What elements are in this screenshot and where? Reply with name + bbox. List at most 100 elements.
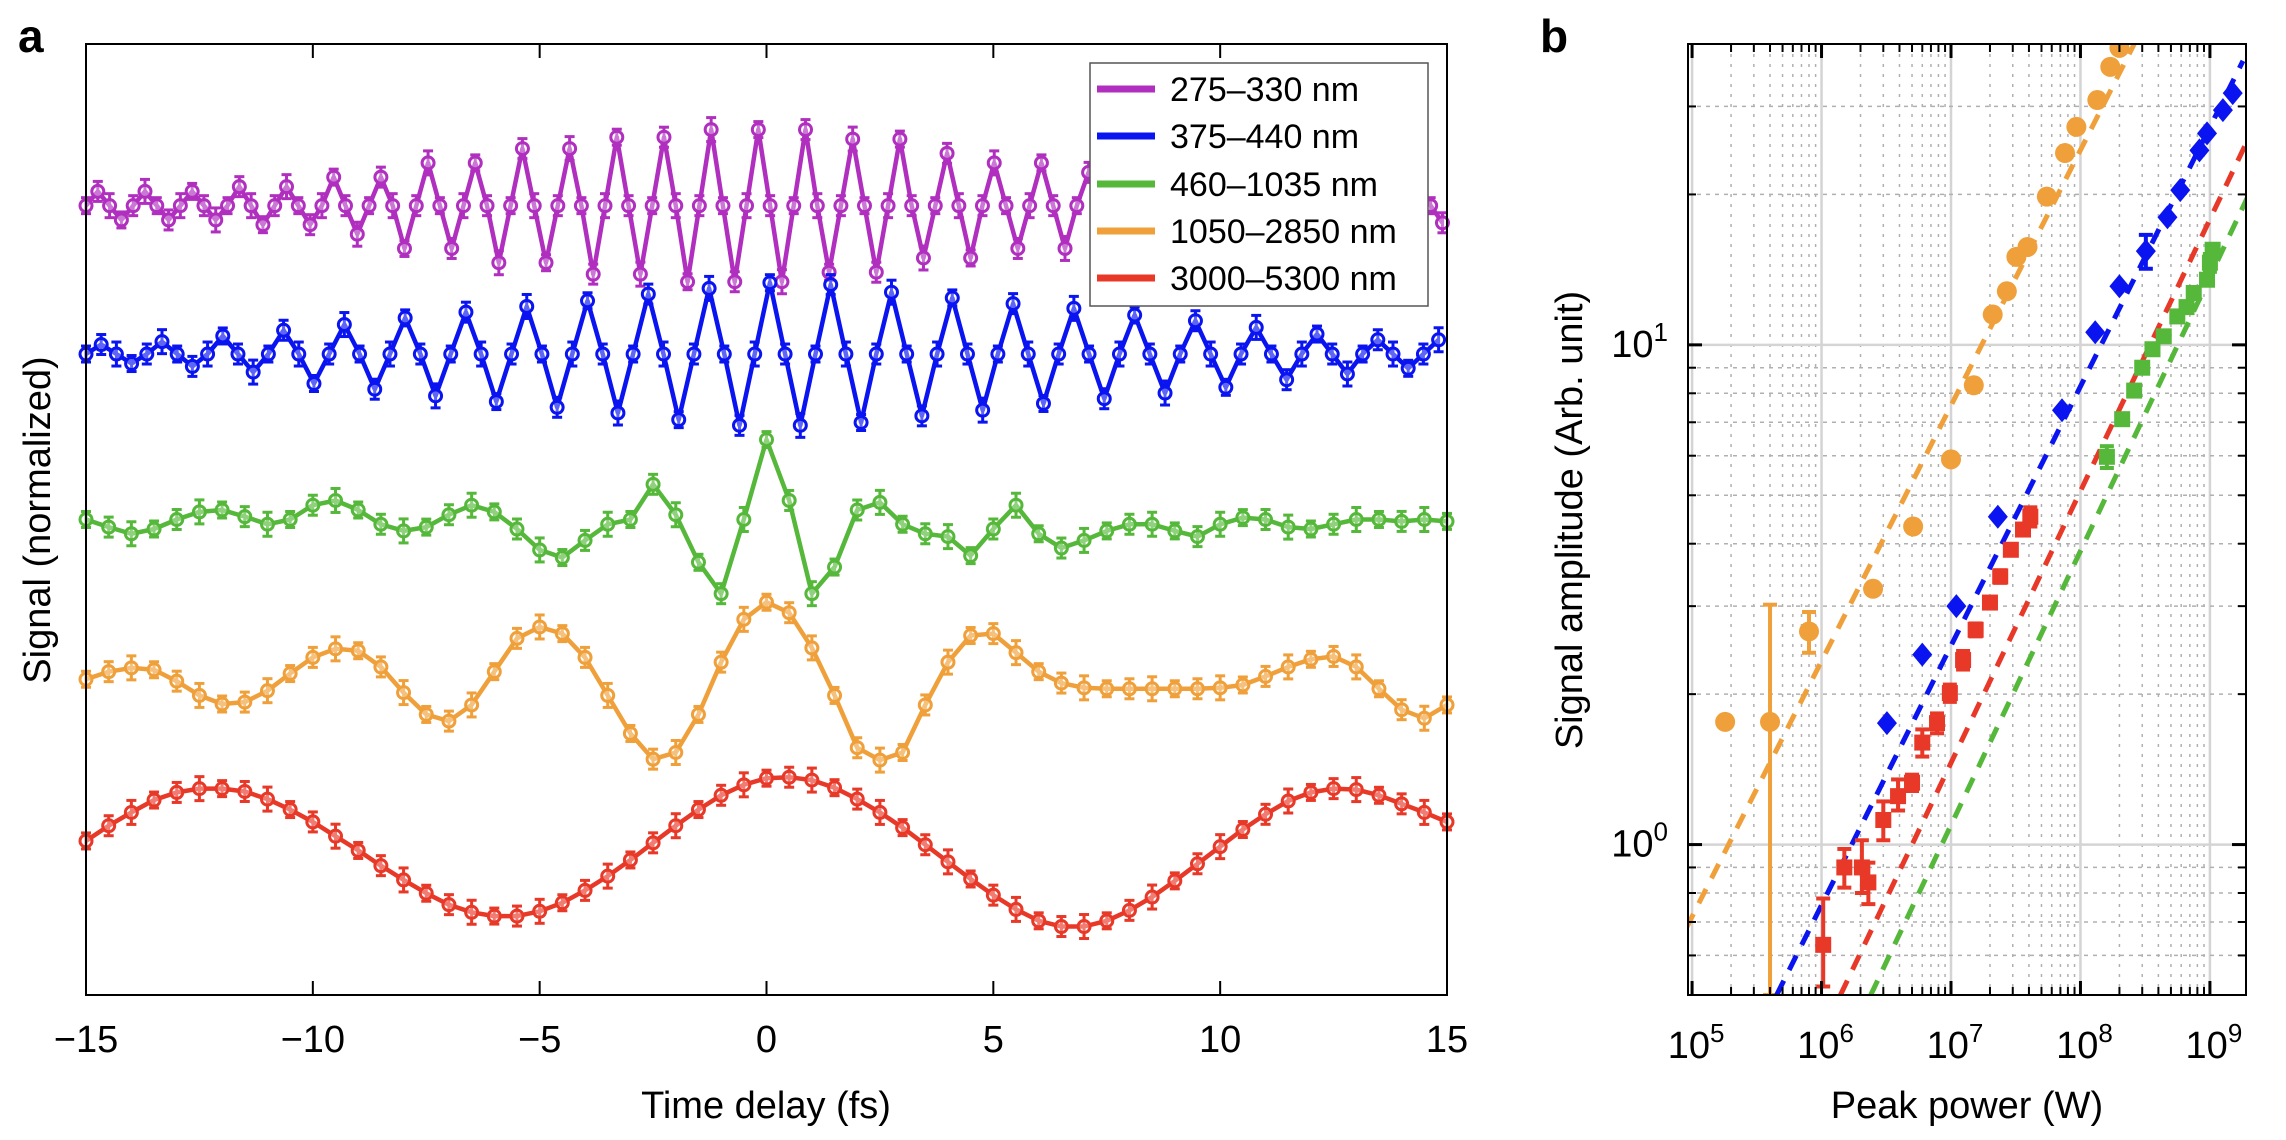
data-point xyxy=(191,781,207,797)
data-point xyxy=(1235,822,1251,838)
data-point xyxy=(1394,513,1410,529)
data-point xyxy=(464,904,480,920)
data-point xyxy=(895,744,911,760)
legend: 275–330 nm 375–440 nm 460–1035 nm 1050–2… xyxy=(1089,62,1429,307)
data-point xyxy=(1099,523,1115,539)
data-point xyxy=(2087,90,2108,111)
data-point xyxy=(349,226,365,242)
data-point xyxy=(146,662,162,678)
data-point xyxy=(396,685,412,701)
series-460-1035-nm xyxy=(78,430,1455,608)
data-point xyxy=(1248,319,1264,335)
data-point xyxy=(853,414,869,430)
data-point xyxy=(1010,240,1026,256)
x-tick-label: 105 xyxy=(1668,1018,1725,1067)
data-point xyxy=(939,145,955,161)
data-point xyxy=(1929,715,1946,732)
data-point xyxy=(1263,346,1279,362)
data-point xyxy=(821,264,837,280)
data-point xyxy=(1904,774,1921,791)
data-point xyxy=(350,643,366,659)
data-point xyxy=(455,198,471,214)
data-point xyxy=(1076,532,1092,548)
data-point xyxy=(172,198,188,214)
data-point xyxy=(750,122,766,138)
data-point xyxy=(444,240,460,256)
data-point xyxy=(1348,782,1364,798)
panel-label-a: a xyxy=(18,10,44,62)
data-point xyxy=(963,250,979,266)
data-point xyxy=(736,512,752,527)
data-point xyxy=(747,346,763,362)
data-point xyxy=(809,198,825,214)
data-point xyxy=(169,346,185,362)
data-point xyxy=(1066,300,1082,316)
data-point xyxy=(2055,143,2076,164)
data-point xyxy=(1798,621,1819,642)
data-point xyxy=(762,198,778,214)
data-point xyxy=(2178,299,2195,316)
panel-b-y-axis-label: Signal amplitude (Arb. unit) xyxy=(1549,291,1591,749)
data-point xyxy=(1348,659,1364,675)
data-point xyxy=(872,752,888,768)
data-point xyxy=(1235,677,1251,693)
data-point xyxy=(823,277,839,293)
series-line xyxy=(84,774,1448,929)
legend-label-1050-2850: 1050–2850 nm xyxy=(1170,213,1397,251)
data-point xyxy=(314,198,330,214)
data-point xyxy=(412,346,428,362)
data-point xyxy=(849,502,865,518)
data-point xyxy=(690,802,706,818)
data-point xyxy=(1294,346,1310,362)
data-point xyxy=(259,683,275,699)
y-tick-label: 101 xyxy=(1611,317,1668,366)
data-point xyxy=(562,141,578,157)
data-point xyxy=(441,507,457,523)
x-tick-label: −10 xyxy=(281,1019,345,1061)
data-point xyxy=(963,548,979,564)
data-point xyxy=(1121,516,1137,532)
data-point xyxy=(230,346,246,362)
data-point xyxy=(736,611,752,627)
data-point xyxy=(554,895,570,911)
data-point xyxy=(282,802,298,818)
panel-b: b 105 106 107 108 109 100 101 Peak power (W) S… xyxy=(1540,10,2247,1127)
data-point xyxy=(214,781,230,797)
data-point xyxy=(963,628,979,644)
data-point xyxy=(1863,578,1884,599)
data-point xyxy=(580,293,596,309)
data-point xyxy=(774,274,790,290)
data-point xyxy=(838,346,854,362)
data-point xyxy=(1370,332,1386,348)
data-point xyxy=(713,654,729,670)
data-point xyxy=(1355,346,1371,362)
data-point xyxy=(532,542,548,558)
data-point xyxy=(1992,568,2009,585)
panel-b-axes-frame xyxy=(1687,43,2247,996)
data-point xyxy=(1035,395,1051,411)
x-tick-label: −5 xyxy=(518,1019,561,1061)
data-point xyxy=(1144,889,1160,905)
y-tick-label: 100 xyxy=(1611,817,1668,866)
data-point xyxy=(827,780,843,796)
data-point xyxy=(656,129,672,145)
data-point xyxy=(1982,304,2003,325)
data-point xyxy=(2212,98,2233,123)
data-point xyxy=(1946,594,1967,619)
data-point xyxy=(622,512,638,527)
data-point xyxy=(1981,594,1998,611)
data-point xyxy=(245,364,261,380)
data-point xyxy=(124,356,140,372)
data-point xyxy=(622,852,638,868)
data-point xyxy=(191,687,207,703)
data-point xyxy=(1326,781,1342,797)
data-point xyxy=(397,310,413,326)
data-point xyxy=(668,818,684,834)
data-point xyxy=(1189,681,1205,697)
data-point xyxy=(985,887,1001,903)
data-point xyxy=(868,264,884,280)
data-point xyxy=(464,697,480,713)
panel-label-b: b xyxy=(1540,10,1568,62)
data-point xyxy=(1890,788,1907,805)
